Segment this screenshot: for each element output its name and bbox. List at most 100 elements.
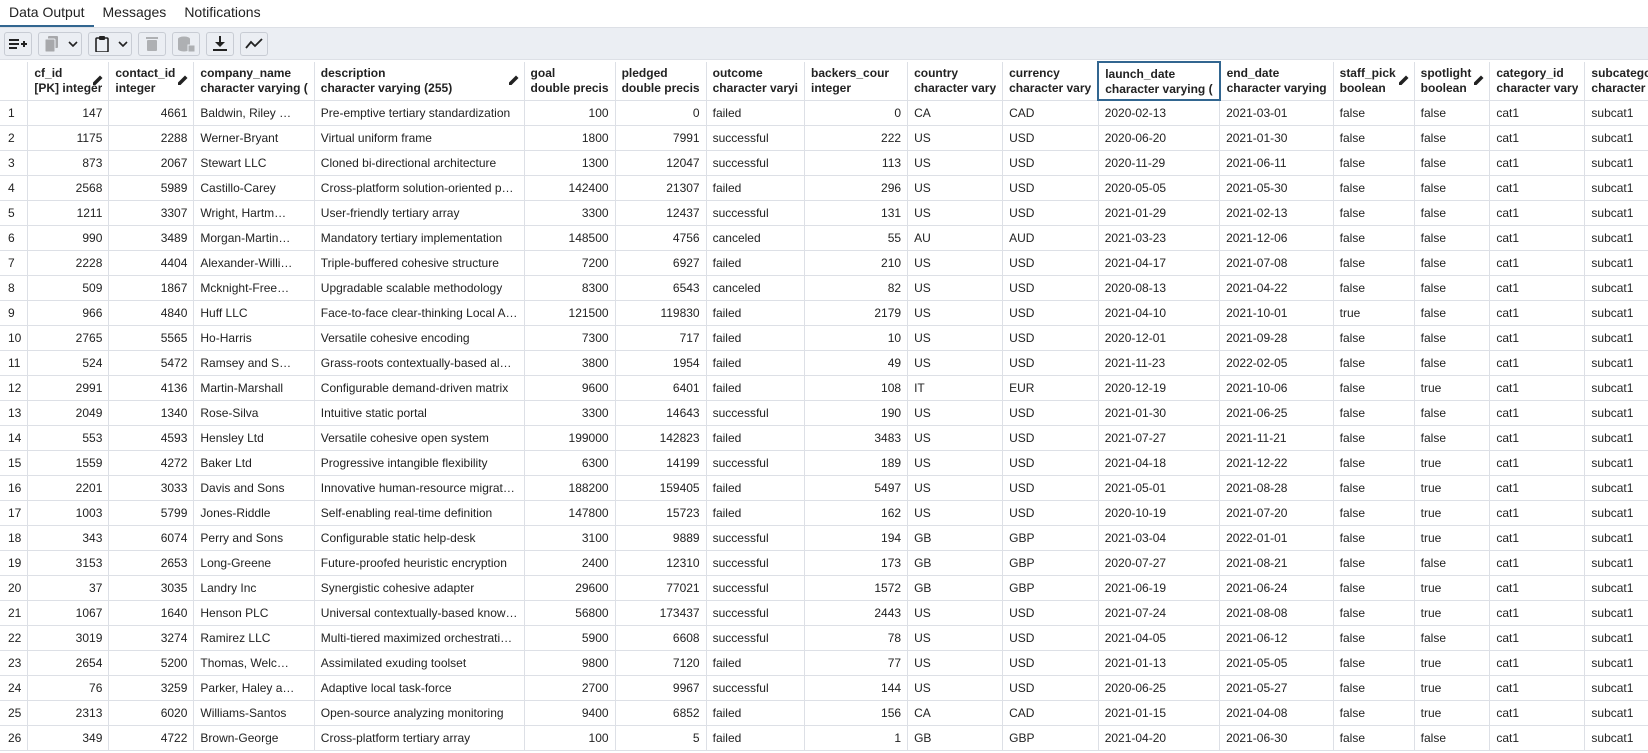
cell-staff-pick[interactable]: false [1333,650,1415,676]
cell-spotlight[interactable]: false [1414,200,1491,226]
cell-contact-id[interactable]: 4136 [108,375,195,401]
row-number[interactable]: 1 [0,100,29,126]
cell-country[interactable]: US [907,325,1004,351]
cell-country[interactable]: AU [907,225,1004,251]
column-header-country[interactable]: country character vary [907,62,1004,101]
cell-spotlight[interactable]: true [1414,475,1491,501]
cell-company-name[interactable]: Landry Inc [193,575,315,601]
cell-staff-pick[interactable]: false [1333,700,1415,726]
column-header-cf-id[interactable]: cf_id [PK] integer [27,62,110,101]
cell-outcome[interactable]: failed [706,175,806,201]
cell-company-name[interactable]: Martin-Marshall [193,375,315,401]
cell-description[interactable]: Configurable demand-driven matrix [314,375,525,401]
cell-outcome[interactable]: successful [706,575,806,601]
cell-currency[interactable]: USD [1002,200,1099,226]
cell-outcome[interactable]: successful [706,550,806,576]
cell-cf-id[interactable]: 1211 [27,200,110,226]
cell-country[interactable]: US [907,500,1004,526]
cell-description[interactable]: Progressive intangible flexibility [314,450,525,476]
cell-spotlight[interactable]: false [1414,225,1491,251]
cell-launch-date[interactable]: 2021-06-19 [1098,575,1221,601]
cell-staff-pick[interactable]: false [1333,500,1415,526]
cell-category-id[interactable]: cat1 [1489,350,1586,376]
cell-description[interactable]: Multi-tiered maximized orchestrati… [314,625,525,651]
row-number[interactable]: 8 [0,275,29,301]
cell-goal[interactable]: 199000 [524,425,616,451]
cell-launch-date[interactable]: 2021-04-20 [1098,725,1221,751]
cell-cf-id[interactable]: 1559 [27,450,110,476]
cell-end-date[interactable]: 2021-07-08 [1219,250,1334,276]
cell-staff-pick[interactable]: false [1333,425,1415,451]
cell-category-id[interactable]: cat1 [1489,175,1586,201]
cell-spotlight[interactable]: false [1414,150,1491,176]
cell-country[interactable]: US [907,150,1004,176]
cell-company-name[interactable]: Parker, Haley a… [193,675,315,701]
delete-row-button[interactable] [139,33,165,55]
cell-currency[interactable]: USD [1002,450,1099,476]
cell-subcategory-id[interactable]: subcat1 [1584,225,1648,251]
cell-currency[interactable]: USD [1002,625,1099,651]
cell-subcategory-id[interactable]: subcat1 [1584,550,1648,576]
cell-launch-date[interactable]: 2021-03-04 [1098,525,1221,551]
cell-goal[interactable]: 2400 [524,550,616,576]
copy-button[interactable] [39,33,65,55]
cell-staff-pick[interactable]: false [1333,600,1415,626]
cell-spotlight[interactable]: true [1414,575,1491,601]
cell-spotlight[interactable]: false [1414,350,1491,376]
cell-currency[interactable]: GBP [1002,550,1099,576]
cell-staff-pick[interactable]: false [1333,250,1415,276]
cell-goal[interactable]: 3300 [524,200,616,226]
cell-outcome[interactable]: failed [706,250,806,276]
cell-company-name[interactable]: Morgan-Martin… [193,225,315,251]
cell-currency[interactable]: USD [1002,300,1099,326]
cell-goal[interactable]: 1300 [524,150,616,176]
cell-spotlight[interactable]: false [1414,725,1491,751]
column-header-category-id[interactable]: category_id character vary [1489,62,1586,101]
cell-subcategory-id[interactable]: subcat1 [1584,200,1648,226]
cell-staff-pick[interactable]: false [1333,450,1415,476]
cell-outcome[interactable]: failed [706,500,806,526]
cell-cf-id[interactable]: 2201 [27,475,110,501]
add-row-button[interactable] [5,33,31,55]
cell-description[interactable]: Future-proofed heuristic encryption [314,550,525,576]
tab-data-output[interactable]: Data Output [0,0,94,27]
cell-backers-cour[interactable]: 1572 [804,575,909,601]
cell-cf-id[interactable]: 3019 [27,625,110,651]
cell-country[interactable]: US [907,425,1004,451]
cell-end-date[interactable]: 2021-09-28 [1219,325,1334,351]
cell-outcome[interactable]: successful [706,450,806,476]
cell-company-name[interactable]: Rose-Silva [193,400,315,426]
cell-description[interactable]: User-friendly tertiary array [314,200,525,226]
cell-launch-date[interactable]: 2021-04-18 [1098,450,1221,476]
cell-description[interactable]: Versatile cohesive encoding [314,325,525,351]
cell-goal[interactable]: 148500 [524,225,616,251]
cell-company-name[interactable]: Ho-Harris [193,325,315,351]
cell-end-date[interactable]: 2021-05-27 [1219,675,1334,701]
cell-pledged[interactable]: 0 [615,100,707,126]
cell-cf-id[interactable]: 76 [27,675,110,701]
cell-goal[interactable]: 100 [524,725,616,751]
cell-contact-id[interactable]: 5200 [108,650,195,676]
cell-backers-cour[interactable]: 108 [804,375,909,401]
cell-outcome[interactable]: failed [706,100,806,126]
cell-description[interactable]: Universal contextually-based know… [314,600,525,626]
cell-contact-id[interactable]: 5989 [108,175,195,201]
cell-description[interactable]: Assimilated exuding toolset [314,650,525,676]
cell-company-name[interactable]: Henson PLC [193,600,315,626]
cell-spotlight[interactable]: false [1414,425,1491,451]
cell-backers-cour[interactable]: 162 [804,500,909,526]
cell-category-id[interactable]: cat1 [1489,625,1586,651]
cell-end-date[interactable]: 2021-06-25 [1219,400,1334,426]
cell-contact-id[interactable]: 2288 [108,125,195,151]
cell-cf-id[interactable]: 553 [27,425,110,451]
cell-description[interactable]: Triple-buffered cohesive structure [314,250,525,276]
cell-spotlight[interactable]: false [1414,325,1491,351]
cell-contact-id[interactable]: 3489 [108,225,195,251]
cell-launch-date[interactable]: 2021-01-13 [1098,650,1221,676]
cell-subcategory-id[interactable]: subcat1 [1584,400,1648,426]
cell-cf-id[interactable]: 147 [27,100,110,126]
cell-pledged[interactable]: 12437 [615,200,707,226]
cell-description[interactable]: Cross-platform solution-oriented p… [314,175,525,201]
cell-description[interactable]: Virtual uniform frame [314,125,525,151]
cell-country[interactable]: US [907,350,1004,376]
